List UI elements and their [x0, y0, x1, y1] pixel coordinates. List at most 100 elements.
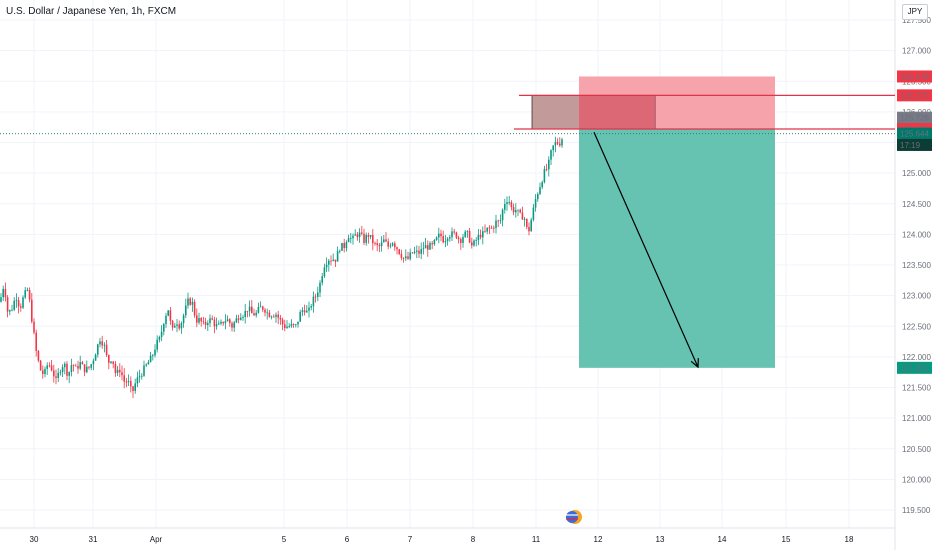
candle-body [462, 236, 464, 243]
candle-body [108, 354, 110, 363]
candle-body [508, 202, 510, 203]
candle-body [101, 341, 103, 346]
y-tick-label: 124.000 [902, 230, 931, 239]
candle-body [167, 310, 169, 316]
candle-body [266, 312, 268, 314]
y-tick-label: 127.500 [902, 16, 931, 25]
candle-body [446, 238, 449, 242]
candle-body [482, 231, 484, 238]
candle-body [523, 218, 526, 220]
candle-body [46, 365, 48, 369]
projection-arrow[interactable] [593, 132, 699, 368]
x-tick-label: 11 [532, 535, 541, 544]
candle-body [374, 243, 376, 244]
candle-body [398, 249, 400, 254]
x-tick-label: 13 [656, 535, 665, 544]
candle-body [451, 231, 453, 238]
candle-body [539, 187, 541, 195]
candle-body [31, 299, 33, 322]
candle-body [310, 306, 312, 308]
candle-body [561, 139, 563, 146]
candle-body [143, 365, 145, 376]
candle-body [262, 306, 264, 310]
entry-overlap-box [579, 95, 655, 130]
candle-body [158, 336, 161, 340]
candle-body [284, 324, 286, 329]
candle-body [288, 326, 290, 328]
candle-body [196, 315, 198, 323]
candle-body [413, 251, 416, 253]
candle-body [559, 143, 561, 146]
candle-body [97, 344, 99, 355]
candle-body [224, 321, 227, 324]
y-tick-label: 121.000 [902, 414, 931, 423]
candle-body [121, 372, 123, 376]
candle-body [156, 339, 158, 350]
candle-body [440, 233, 442, 237]
candle-body [138, 376, 141, 378]
candle-body [103, 344, 106, 346]
candle-body [264, 309, 266, 313]
candle-body [363, 233, 365, 243]
candle-body [13, 300, 15, 310]
x-tick-label: 18 [845, 535, 854, 544]
candle-body [521, 212, 524, 220]
candle-body [449, 237, 451, 239]
candle-body [303, 310, 306, 313]
candle-body [497, 220, 499, 222]
x-tick-label: 12 [594, 535, 603, 544]
candle-body [495, 220, 497, 229]
candle-body [61, 367, 64, 373]
candle-body [218, 323, 220, 325]
candle-body [127, 381, 130, 382]
x-tick-label: 5 [282, 535, 287, 544]
candle-body [165, 315, 167, 325]
y-tick-label: 120.000 [902, 475, 931, 484]
candle-body [308, 307, 310, 311]
currency-button[interactable]: JPY [902, 4, 928, 20]
x-tick-label: 14 [718, 535, 727, 544]
candle-body [457, 237, 460, 240]
candle-body [90, 364, 92, 368]
candle-body [550, 150, 552, 160]
candle-body [123, 375, 125, 382]
candle-body [358, 232, 361, 238]
price-label-badge [897, 127, 932, 140]
candle-body [50, 365, 53, 371]
candle-body [512, 207, 515, 213]
candle-body [11, 309, 13, 311]
candle-body [400, 253, 403, 258]
candle-body [479, 234, 482, 238]
price-label-badge [897, 361, 932, 374]
candle-body [105, 344, 108, 355]
candle-body [418, 250, 420, 254]
candle-body [193, 301, 196, 316]
candle-body [28, 290, 31, 300]
take-profit-zone[interactable] [579, 129, 775, 368]
candle-body [314, 296, 317, 298]
candle-body [48, 365, 51, 367]
candle-body [119, 369, 121, 373]
candle-body [299, 312, 301, 322]
candle-body [240, 317, 242, 320]
candle-body [444, 241, 447, 243]
price-label-badge [897, 70, 932, 83]
candle-body [92, 360, 95, 365]
candle-body [416, 250, 418, 252]
candle-body [493, 227, 495, 229]
candle-body [141, 375, 143, 377]
candle-body [501, 209, 504, 221]
candle-body [112, 361, 114, 364]
candle-body [341, 242, 343, 251]
candle-body [0, 297, 2, 302]
candle-body [350, 238, 352, 239]
candle-body [233, 322, 235, 328]
candle-body [66, 363, 68, 376]
candle-body [83, 364, 86, 373]
y-tick-label: 122.000 [902, 353, 931, 362]
x-tick-label: Apr [150, 535, 163, 544]
candle-body [356, 234, 359, 238]
candle-body [154, 349, 156, 356]
